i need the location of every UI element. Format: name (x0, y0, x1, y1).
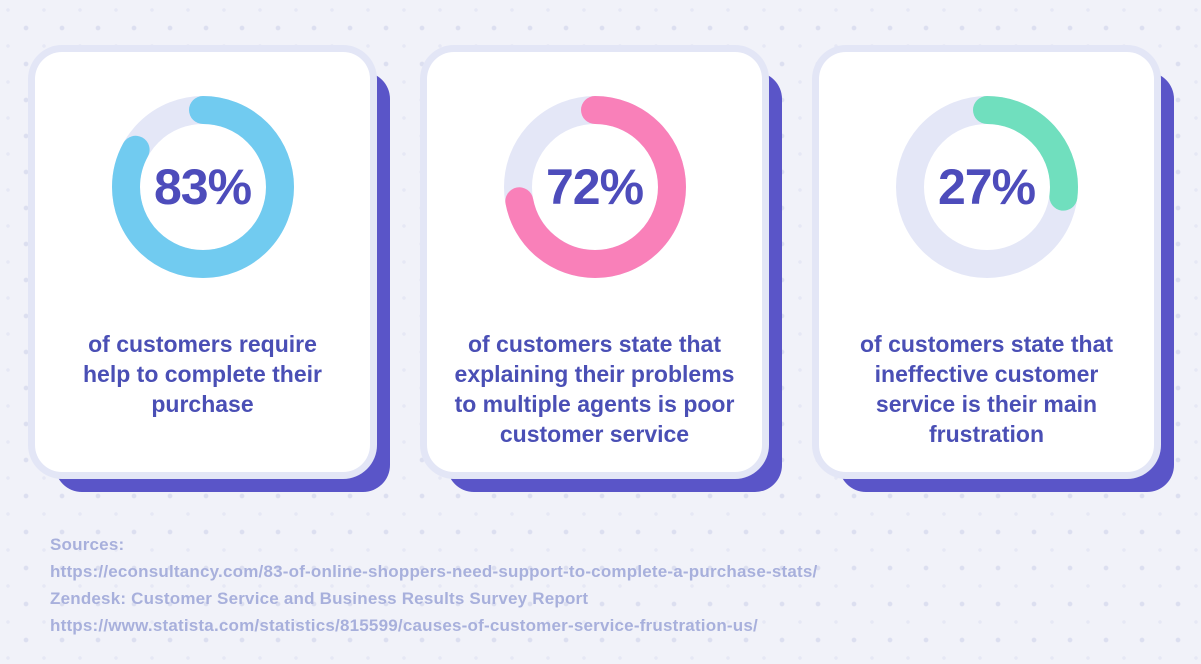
stat-card-ineffective-service: 27% of customers state that ineffective … (819, 52, 1154, 472)
donut-svg-72 (503, 96, 686, 278)
stat-card-require-help: 83% of customers require help to complet… (35, 52, 370, 472)
stat-description-27: of customers state that ineffective cust… (859, 331, 1114, 447)
donut-arc-27 (895, 96, 1078, 278)
sources-heading: Sources: (50, 535, 125, 554)
donut-svg-27 (895, 96, 1078, 278)
donut-chart-27: 27% (895, 95, 1079, 279)
stat-card-multiple-agents: 72% of customers state that explaining t… (427, 52, 762, 472)
donut-arc-72 (503, 96, 686, 278)
source-line-statista: https://www.statista.com/statistics/8155… (50, 616, 758, 635)
donut-arc-83 (111, 96, 294, 278)
percent-value-83: 83% (153, 159, 252, 215)
percent-value-27: 27% (937, 159, 1036, 215)
source-line-zendesk: Zendesk: Customer Service and Business R… (50, 589, 589, 608)
donut-chart-72: 72% (503, 95, 687, 279)
source-line-econsultancy: https://econsultancy.com/83-of-online-sh… (50, 562, 818, 581)
percent-value-72: 72% (545, 159, 644, 215)
stat-description-72: of customers state that explaining their… (454, 331, 735, 447)
sources-block: Sources: https://econsultancy.com/83-of-… (50, 531, 817, 639)
stat-cards-row: 83% of customers require help to complet… (35, 52, 1154, 472)
stat-description-83: of customers require help to complete th… (83, 331, 322, 417)
donut-chart-83: 83% (111, 95, 295, 279)
donut-svg-83 (111, 96, 294, 278)
